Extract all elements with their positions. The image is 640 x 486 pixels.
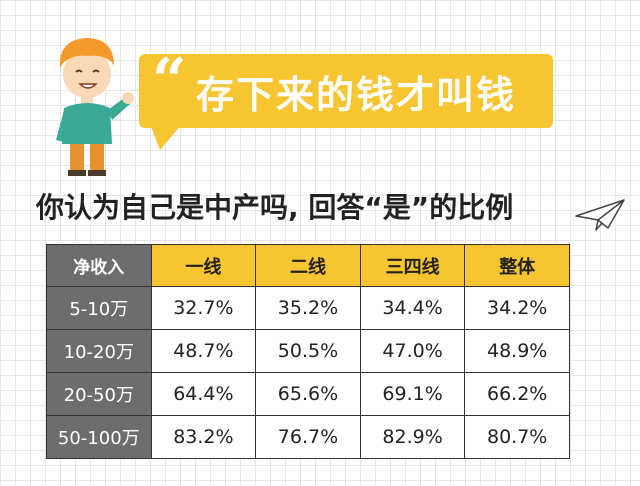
table-cell: 82.9% xyxy=(359,415,466,459)
speech-bubble xyxy=(139,54,553,128)
table-cell: 50.5% xyxy=(255,329,361,373)
row-header: 10-20万 xyxy=(46,329,152,373)
table-cell: 69.1% xyxy=(359,372,466,416)
table-row: 5-10万 32.7% 35.2% 34.4% 34.2% xyxy=(46,286,570,330)
table-row: 50-100万 83.2% 76.7% 82.9% 80.7% xyxy=(46,415,570,459)
corner-header: 净收入 xyxy=(46,244,152,287)
speech-bubble-tail xyxy=(150,124,182,150)
row-header: 5-10万 xyxy=(46,286,152,330)
page-title: 你认为自己是中产吗, 回答“是”的比例 xyxy=(36,191,514,224)
cartoon-boy-icon xyxy=(56,38,134,176)
table-cell: 76.7% xyxy=(255,415,361,459)
table-cell: 65.6% xyxy=(255,372,361,416)
table-cell: 48.9% xyxy=(464,329,570,373)
table-cell: 34.4% xyxy=(359,286,466,330)
table-cell: 83.2% xyxy=(150,415,257,459)
table-cell: 32.7% xyxy=(150,286,257,330)
table-header-row: 净收入 一线 二线 三四线 整体 xyxy=(46,244,570,287)
quote-mark: “ xyxy=(152,46,187,116)
column-header: 二线 xyxy=(255,244,361,287)
table-cell: 34.2% xyxy=(464,286,570,330)
bubble-text: 存下来的钱才叫钱 xyxy=(196,73,517,117)
income-table: 净收入 一线 二线 三四线 整体 5-10万 32.7% 35.2% 34.4%… xyxy=(46,244,570,459)
table-row: 10-20万 48.7% 50.5% 47.0% 48.9% xyxy=(46,329,570,373)
column-header: 一线 xyxy=(150,244,257,287)
row-header: 50-100万 xyxy=(46,415,152,459)
column-header: 整体 xyxy=(464,244,570,287)
row-header: 20-50万 xyxy=(46,372,152,416)
table-cell: 64.4% xyxy=(150,372,257,416)
table-cell: 47.0% xyxy=(359,329,466,373)
table-cell: 66.2% xyxy=(464,372,570,416)
table-row: 20-50万 64.4% 65.6% 69.1% 66.2% xyxy=(46,372,570,416)
table-cell: 35.2% xyxy=(255,286,361,330)
table-cell: 48.7% xyxy=(150,329,257,373)
table-cell: 80.7% xyxy=(464,415,570,459)
paper-plane-icon xyxy=(575,199,625,231)
column-header: 三四线 xyxy=(359,244,466,287)
